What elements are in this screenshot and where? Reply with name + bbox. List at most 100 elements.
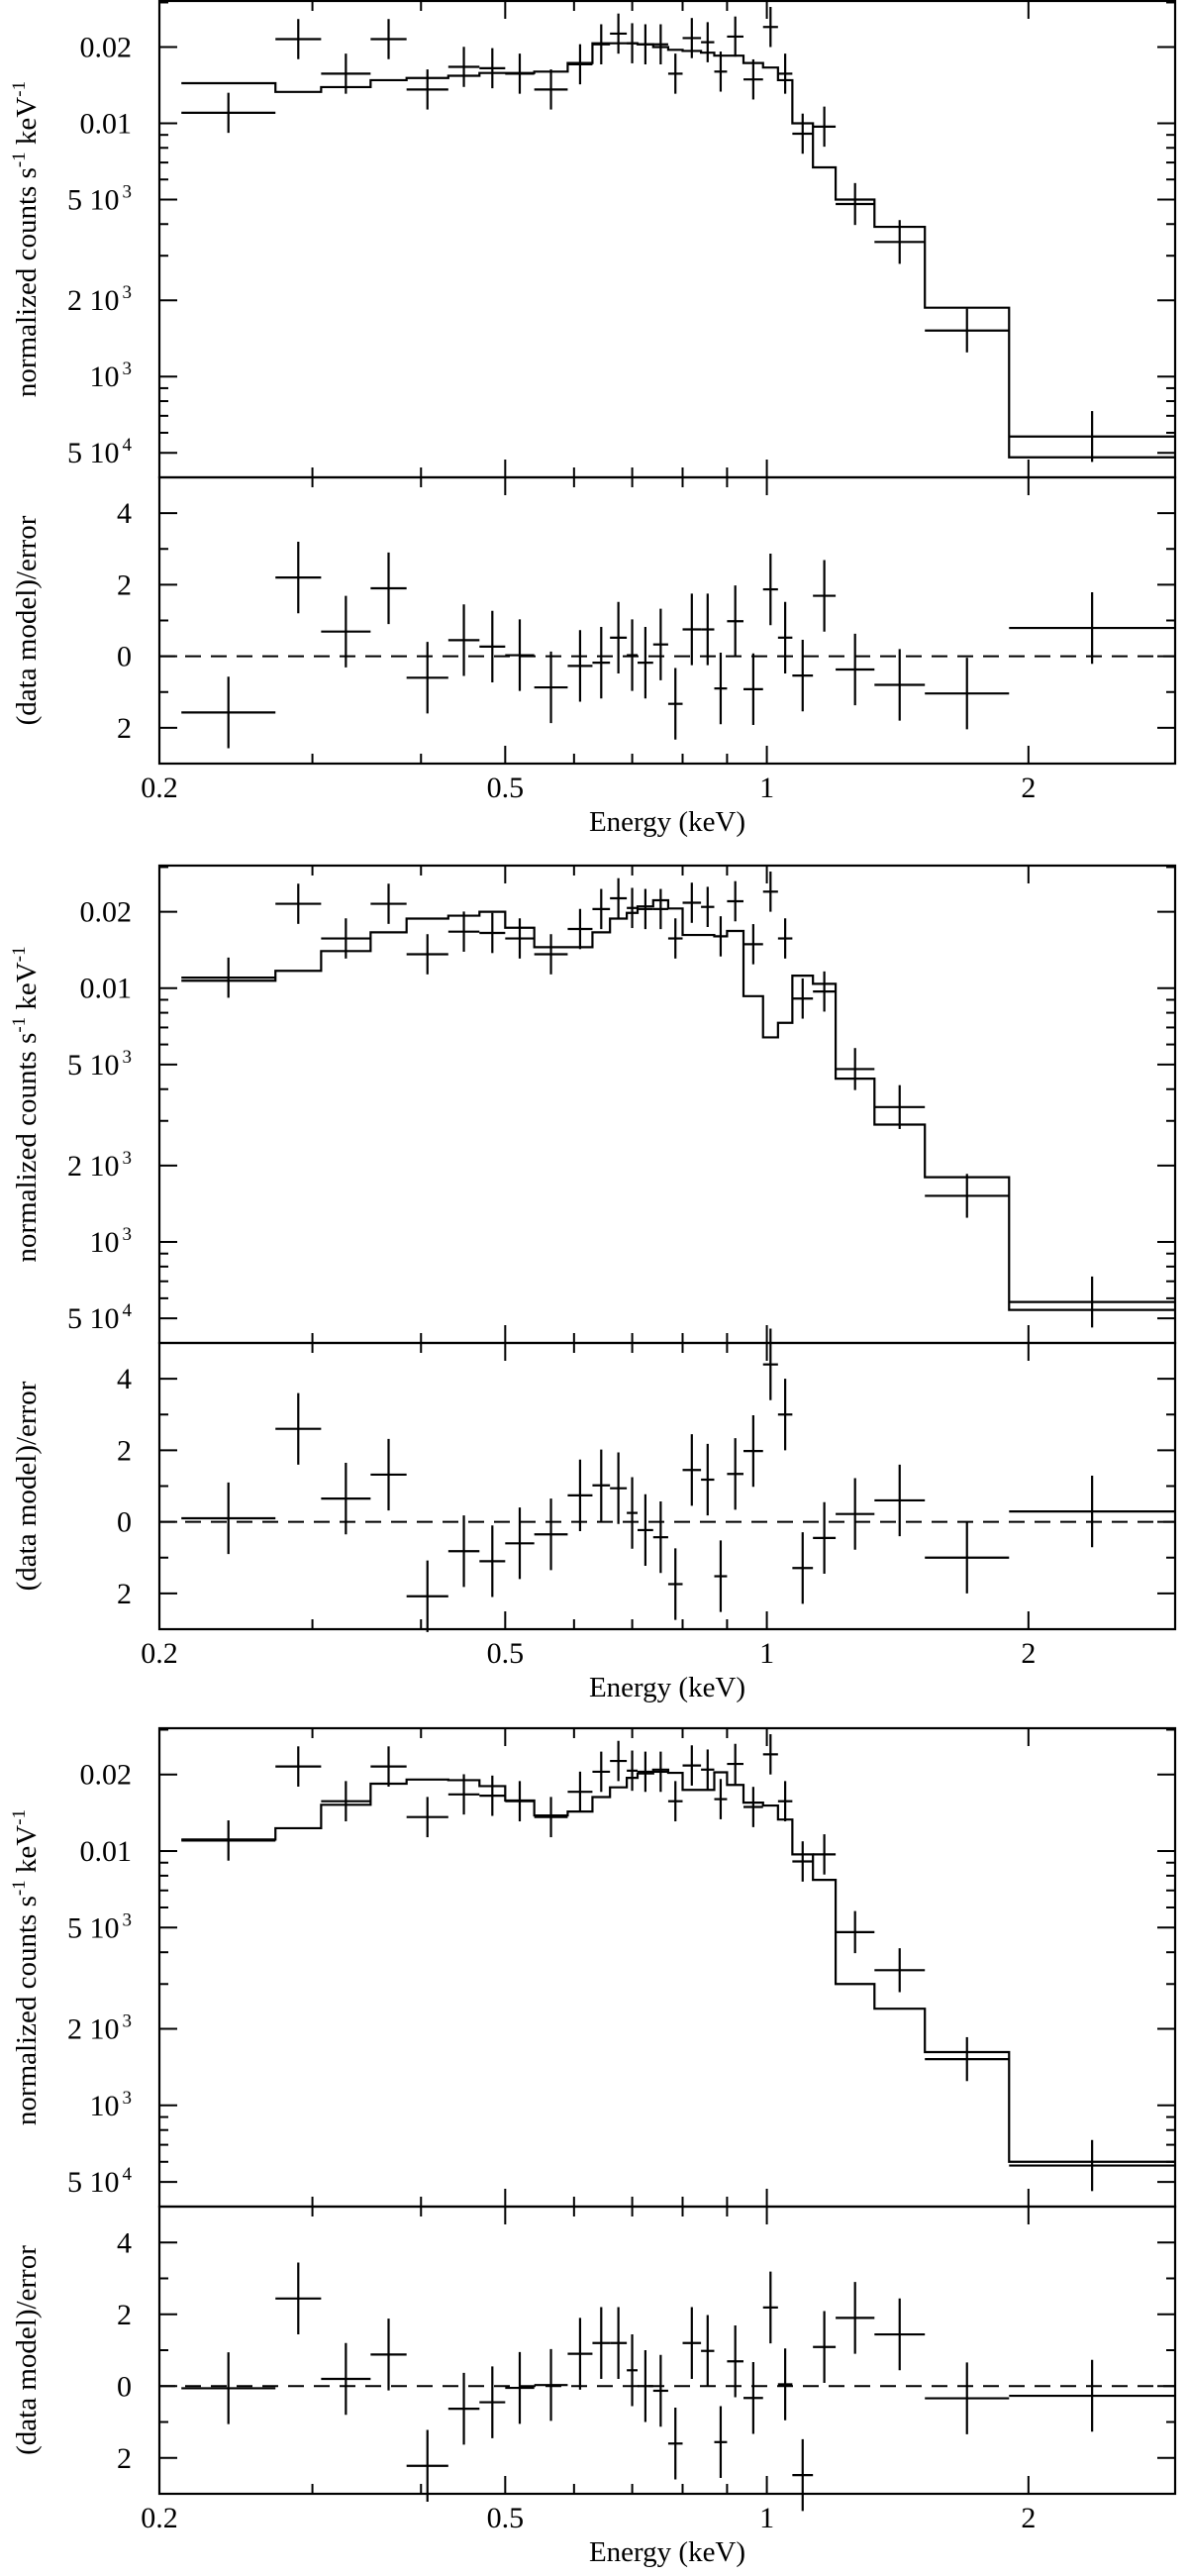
y-tick-label-exponent: 4 (123, 435, 133, 456)
residual-point (592, 2307, 611, 2379)
residual-point (447, 1515, 480, 1588)
residual-point (667, 1548, 683, 1620)
data-point (567, 44, 593, 85)
y-tick-label: 0.02 (80, 32, 133, 64)
y-tick-label-base: 0.01 (80, 1835, 133, 1868)
y-axis-title-part: -1 (9, 152, 30, 167)
residual-point (479, 610, 506, 682)
residual-point (792, 640, 814, 712)
residual-point (874, 1464, 926, 1537)
x-tick-label: 1 (759, 2502, 774, 2534)
data-point (406, 1797, 448, 1838)
y-tick-label-base: 5 10 (67, 1911, 120, 1944)
y-tick-label-exponent: 3 (123, 359, 133, 379)
residual-y-tick-label: 2 (117, 1434, 132, 1467)
data-point (701, 22, 715, 62)
data-point (762, 872, 778, 912)
spectrum-plot-frame (157, 0, 1177, 479)
residual-point (567, 630, 593, 702)
data-point (727, 1743, 743, 1785)
residual-axis-title: (data model)/error (11, 1381, 43, 1591)
residual-plot-frame (157, 2205, 1177, 2496)
x-tick-label: 0.2 (141, 772, 178, 804)
residual-point (321, 1463, 371, 1535)
data-point (610, 13, 628, 54)
y-tick-label: 10 3 (90, 2088, 133, 2122)
residual-y-tick-label: 4 (117, 1363, 132, 1395)
residual-y-tick-label: 2 (117, 712, 132, 745)
y-axis-title-part: -1 (9, 1017, 30, 1033)
y-axis-title-part: -1 (9, 946, 30, 962)
y-tick-label-base: 5 10 (67, 1049, 120, 1082)
data-point (652, 888, 668, 930)
y-tick-label-base: 5 10 (67, 437, 120, 469)
data-point (370, 1746, 407, 1787)
residual-point (682, 1434, 702, 1506)
residual-point (479, 2366, 506, 2438)
x-tick-label: 2 (1021, 1637, 1036, 1670)
data-point (714, 916, 728, 957)
y-axis-title: normalized counts s-1 keV-1 (9, 946, 43, 1262)
residual-point (627, 619, 639, 691)
y-axis-title-part: keV (11, 97, 43, 153)
data-point (627, 1750, 639, 1792)
y-tick-label: 5 10 3 (67, 1047, 132, 1082)
data-point (836, 182, 875, 226)
model-step-line (181, 1768, 1175, 2163)
model-step-line (181, 42, 1175, 459)
residual-point (836, 1478, 875, 1550)
data-point (925, 2036, 1010, 2082)
y-tick-label-exponent: 3 (123, 1047, 133, 1068)
x-tick-label: 0.2 (141, 1637, 178, 1670)
data-point (652, 1751, 668, 1793)
residual-point (567, 2318, 593, 2390)
residual-point (727, 2324, 743, 2398)
residual-point (275, 1392, 322, 1465)
data-point (777, 53, 793, 94)
residual-point (762, 553, 778, 626)
y-tick-label-exponent: 4 (123, 1300, 133, 1321)
y-tick-label-base: 5 10 (67, 2166, 120, 2199)
residual-point (370, 552, 407, 625)
residual-point (813, 560, 837, 632)
y-tick-label: 5 10 4 (67, 435, 133, 469)
residual-point (701, 2315, 715, 2387)
y-axis-title-part: -1 (9, 1809, 30, 1825)
residual-plot-frame (157, 1341, 1177, 1631)
data-point (627, 23, 639, 63)
data-point (1009, 411, 1175, 463)
data-point (638, 888, 653, 930)
data-point (447, 911, 480, 952)
data-point (762, 1734, 778, 1775)
y-tick-label-base: 2 10 (67, 284, 120, 317)
residual-axis-title: (data model)/error (11, 2245, 43, 2455)
y-axis-title-part: -1 (9, 81, 30, 97)
data-point (727, 16, 743, 57)
x-axis-title: Energy (keV) (589, 2536, 745, 2568)
y-tick-label: 0.02 (80, 1759, 133, 1792)
residual-point (652, 1501, 668, 1574)
residual-point (610, 1452, 628, 1524)
y-tick-label-base: 0.02 (80, 896, 133, 929)
data-point (1009, 1276, 1175, 1328)
data-point (181, 92, 276, 134)
y-tick-label-exponent: 3 (123, 2011, 133, 2032)
residual-point (701, 1443, 715, 1516)
residual-point (447, 2372, 480, 2445)
residual-y-tick-label: 0 (117, 2370, 132, 2403)
data-point (777, 918, 793, 959)
residual-point (667, 2408, 683, 2480)
data-point (682, 18, 702, 58)
y-axis-title: normalized counts s-1 keV-1 (9, 1809, 43, 2125)
residual-point (505, 2351, 535, 2424)
residual-point (638, 627, 653, 699)
y-tick-label-base: 2 10 (67, 1150, 120, 1183)
y-tick-label-base: 0.01 (80, 107, 133, 140)
residual-point (652, 608, 668, 680)
data-point (813, 1834, 837, 1875)
spectrum-plot-frame (157, 864, 1177, 1345)
data-point (836, 1910, 875, 1954)
data-point (874, 1948, 926, 1993)
